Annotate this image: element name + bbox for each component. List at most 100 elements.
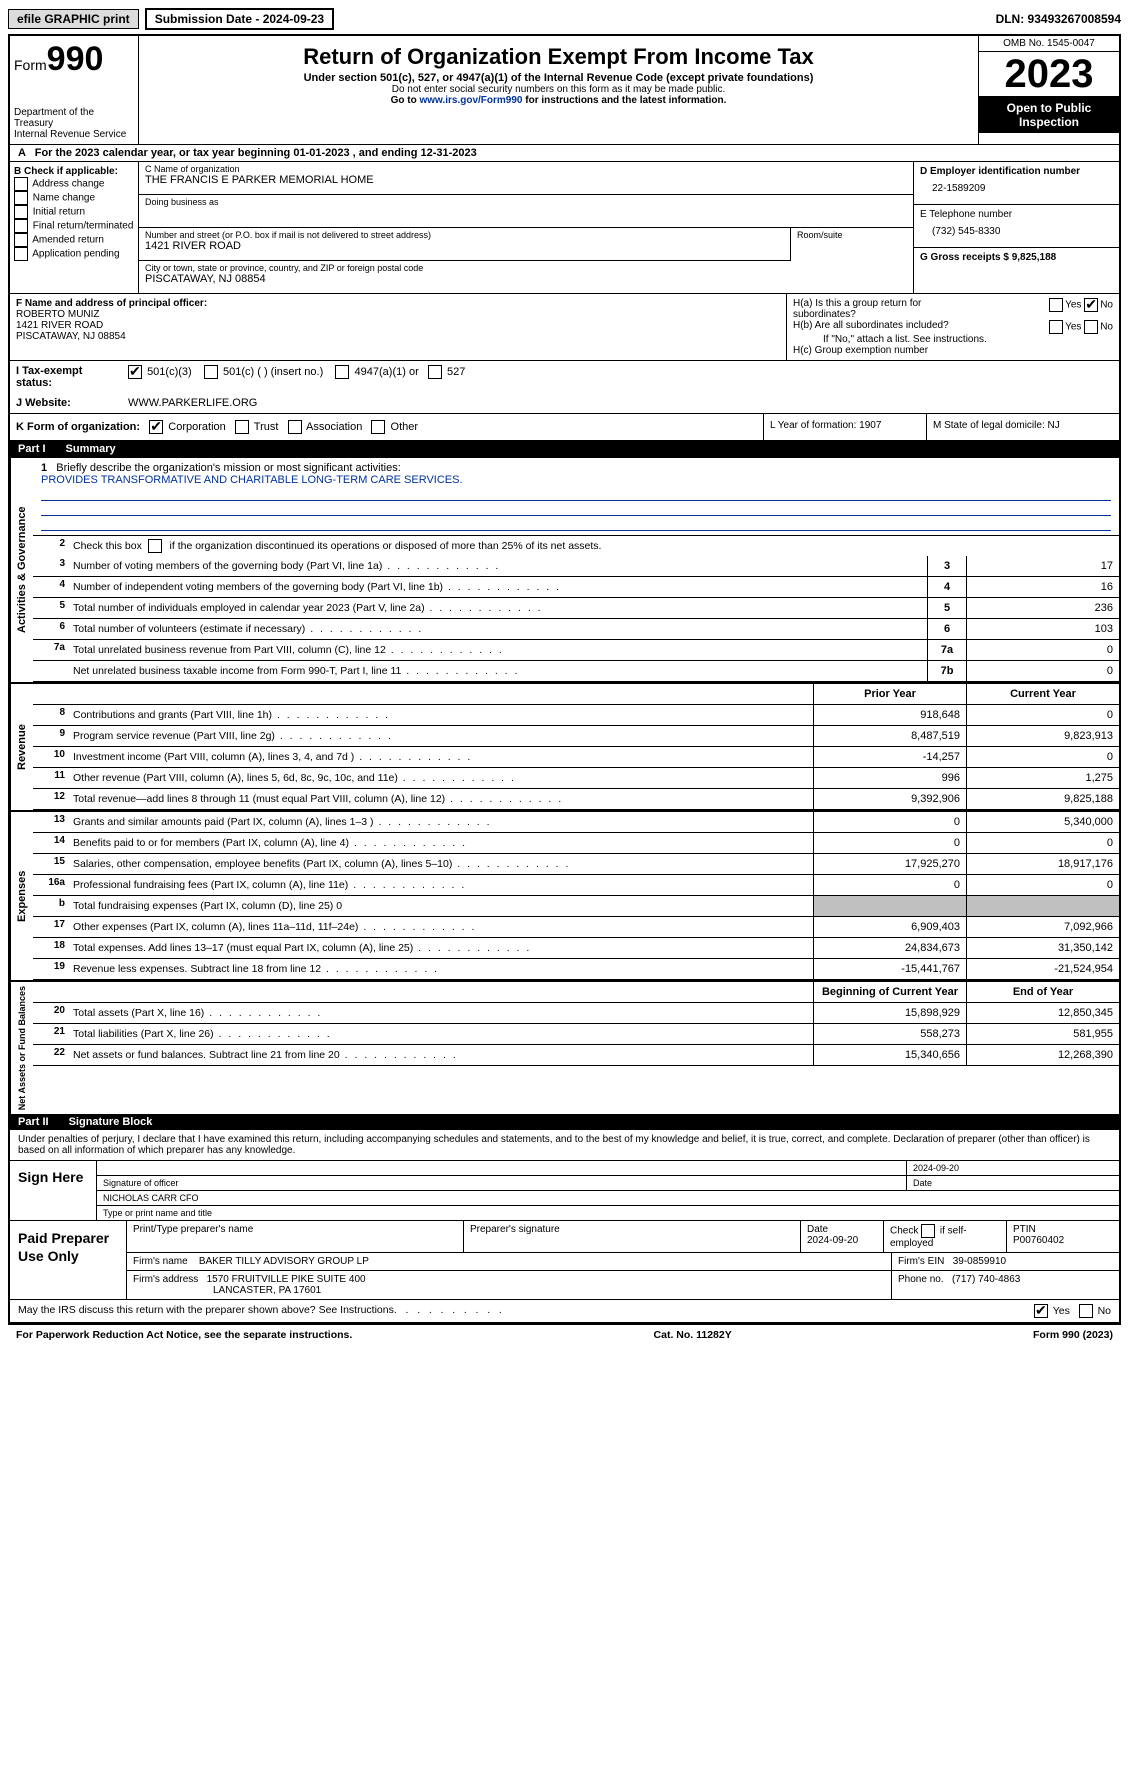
summary-line: 18Total expenses. Add lines 13–17 (must … [33, 938, 1119, 959]
discuss-no-checkbox[interactable] [1079, 1304, 1093, 1318]
row-k: K Form of organization: Corporation Trus… [10, 414, 1119, 441]
line-a-tax-year: A For the 2023 calendar year, or tax yea… [10, 145, 1119, 162]
box-b-item: Address change [14, 177, 134, 191]
row-i-label: I Tax-exempt status: [10, 361, 122, 393]
open-public-badge: Open to Public Inspection [979, 96, 1119, 133]
summary-line: 20Total assets (Part X, line 16)15,898,9… [33, 1003, 1119, 1024]
box-b-item: Amended return [14, 233, 134, 247]
section-f-h: F Name and address of principal officer:… [10, 294, 1119, 361]
dept-treasury: Department of the Treasury Internal Reve… [14, 107, 134, 140]
box-b-item: Application pending [14, 247, 134, 261]
summary-line: 7aTotal unrelated business revenue from … [33, 640, 1119, 661]
side-label-expenses: Expenses [10, 812, 33, 980]
officer-name-value: NICHOLAS CARR CFO [97, 1191, 1119, 1205]
cat-no: Cat. No. 11282Y [654, 1329, 732, 1341]
form-number: Form990 [14, 40, 134, 79]
box-b-item: Name change [14, 191, 134, 205]
box-f: F Name and address of principal officer:… [10, 294, 786, 360]
hb-yes-checkbox[interactable] [1049, 320, 1063, 334]
side-label-revenue: Revenue [10, 684, 33, 810]
box-b-checkbox[interactable] [14, 233, 28, 247]
box-b-checkbox[interactable] [14, 205, 28, 219]
room-label: Room/suite [797, 230, 907, 240]
summary-line: 17Other expenses (Part IX, column (A), l… [33, 917, 1119, 938]
discuss-row: May the IRS discuss this return with the… [10, 1300, 1119, 1323]
summary-line: bTotal fundraising expenses (Part IX, co… [33, 896, 1119, 917]
street-label: Number and street (or P.O. box if mail i… [145, 230, 784, 240]
summary-line: 21Total liabilities (Part X, line 26)558… [33, 1024, 1119, 1045]
summary-line: 5Total number of individuals employed in… [33, 598, 1119, 619]
sig-date: 2024-09-20 [907, 1161, 1119, 1175]
summary-line: 3Number of voting members of the governi… [33, 556, 1119, 577]
part2-header: Part IISignature Block [10, 1114, 1119, 1130]
box-b-checkbox[interactable] [14, 177, 28, 191]
summary-line: 14Benefits paid to or for members (Part … [33, 833, 1119, 854]
501c3-checkbox[interactable] [128, 365, 142, 379]
q1-label: Briefly describe the organization's miss… [56, 462, 400, 474]
summary-line: 8Contributions and grants (Part VIII, li… [33, 705, 1119, 726]
box-b-checkbox[interactable] [14, 247, 28, 261]
hc-label: H(c) Group exemption number [793, 345, 1113, 356]
row-i-options: 501(c)(3) 501(c) ( ) (insert no.) 4947(a… [122, 361, 1119, 393]
form-title: Return of Organization Exempt From Incom… [145, 44, 972, 70]
phone-label: E Telephone number [920, 209, 1113, 220]
officer-addr1: 1421 RIVER ROAD [16, 320, 780, 331]
ha-yes-checkbox[interactable] [1049, 298, 1063, 312]
ha-no-checkbox[interactable] [1084, 298, 1098, 312]
dln-label: DLN: 93493267008594 [996, 12, 1121, 26]
summary-line: 16aProfessional fundraising fees (Part I… [33, 875, 1119, 896]
top-bar: efile GRAPHIC print Submission Date - 20… [8, 8, 1121, 30]
preparer-label: Paid Preparer Use Only [10, 1221, 126, 1299]
side-label-governance: Activities & Governance [10, 458, 33, 682]
form-org-checkbox[interactable] [371, 420, 385, 434]
paperwork-notice: For Paperwork Reduction Act Notice, see … [16, 1329, 352, 1341]
street-value: 1421 RIVER ROAD [145, 240, 784, 252]
ha-label: H(a) Is this a group return for subordin… [793, 298, 983, 320]
officer-name-label: Type or print name and title [97, 1206, 1119, 1220]
q2-text: Check this box if the organization disco… [69, 536, 1119, 556]
section-governance: Activities & Governance 1 Briefly descri… [10, 457, 1119, 682]
hb-no-checkbox[interactable] [1084, 320, 1098, 334]
tax-year: 2023 [979, 52, 1119, 96]
form-org-checkbox[interactable] [288, 420, 302, 434]
summary-line: 13Grants and similar amounts paid (Part … [33, 812, 1119, 833]
summary-line: 6Total number of volunteers (estimate if… [33, 619, 1119, 640]
irs-link[interactable]: www.irs.gov/Form990 [419, 95, 522, 106]
phone-value: (732) 545-8330 [920, 220, 1113, 243]
omb-number: OMB No. 1545-0047 [979, 36, 1119, 52]
form-subtitle: Under section 501(c), 527, or 4947(a)(1)… [145, 72, 972, 84]
year-formation: L Year of formation: 1907 [763, 414, 926, 440]
501c-checkbox[interactable] [204, 365, 218, 379]
website-value: WWW.PARKERLIFE.ORG [122, 393, 1119, 413]
goto-note: Go to www.irs.gov/Form990 for instructio… [145, 95, 972, 106]
box-b-item: Initial return [14, 205, 134, 219]
sign-here-label: Sign Here [10, 1161, 96, 1220]
submission-date-box: Submission Date - 2024-09-23 [145, 8, 334, 30]
ein-label: D Employer identification number [920, 166, 1113, 177]
form-header: Form990 Department of the Treasury Inter… [10, 36, 1119, 145]
state-domicile: M State of legal domicile: NJ [926, 414, 1119, 440]
box-b-checkbox[interactable] [14, 219, 28, 233]
box-b-item: Final return/terminated [14, 219, 134, 233]
sig-officer-label: Signature of officer [97, 1176, 907, 1190]
ein-value: 22-1589209 [920, 177, 1113, 200]
hb-note: If "No," attach a list. See instructions… [793, 334, 1113, 345]
form-frame: Form990 Department of the Treasury Inter… [8, 34, 1121, 1325]
part1-header: Part ISummary [10, 441, 1119, 457]
527-checkbox[interactable] [428, 365, 442, 379]
efile-print-button[interactable]: efile GRAPHIC print [8, 9, 139, 29]
side-label-net: Net Assets or Fund Balances [10, 982, 33, 1114]
summary-line: 12Total revenue—add lines 8 through 11 (… [33, 789, 1119, 810]
q2-checkbox[interactable] [148, 539, 162, 553]
hb-label: H(b) Are all subordinates included? [793, 320, 983, 334]
box-h: H(a) Is this a group return for subordin… [786, 294, 1119, 360]
section-b-c-d: B Check if applicable: Address change Na… [10, 162, 1119, 294]
summary-line: 10Investment income (Part VIII, column (… [33, 747, 1119, 768]
row-j-label: J Website: [10, 393, 122, 413]
discuss-yes-checkbox[interactable] [1034, 1304, 1048, 1318]
form-org-checkbox[interactable] [235, 420, 249, 434]
box-b-checkbox[interactable] [14, 191, 28, 205]
4947-checkbox[interactable] [335, 365, 349, 379]
form-org-checkbox[interactable] [149, 420, 163, 434]
self-employed-checkbox[interactable] [921, 1224, 935, 1238]
